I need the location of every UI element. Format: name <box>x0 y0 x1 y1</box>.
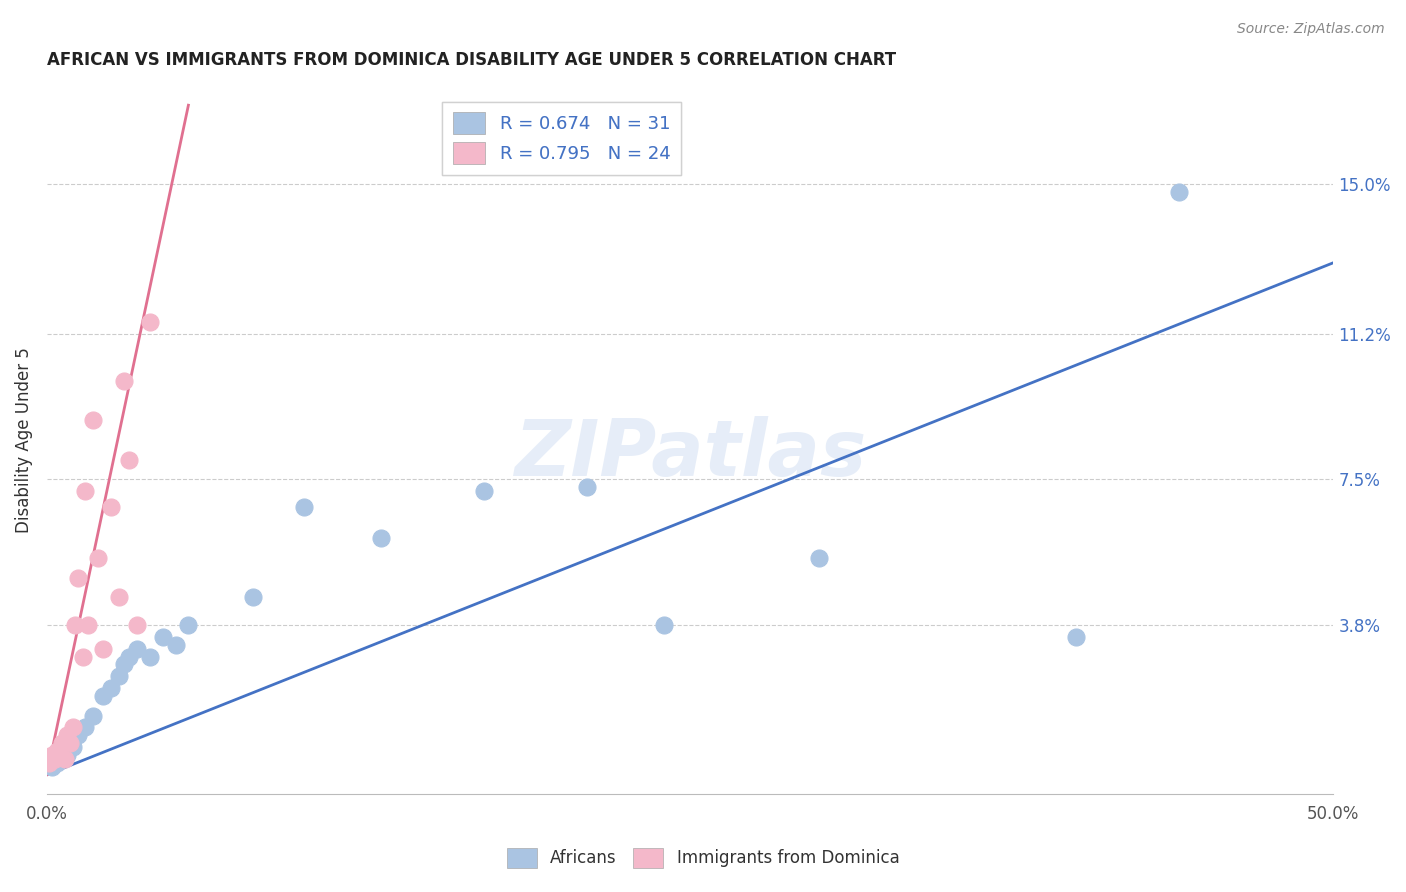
Point <box>77 618 100 632</box>
Point <box>75 484 97 499</box>
Point <box>53 744 76 758</box>
Point <box>112 657 135 672</box>
Point <box>93 641 115 656</box>
Point <box>56 728 79 742</box>
Point <box>63 618 86 632</box>
Point <box>75 720 97 734</box>
Text: AFRICAN VS IMMIGRANTS FROM DOMINICA DISABILITY AGE UNDER 5 CORRELATION CHART: AFRICAN VS IMMIGRANTS FROM DOMINICA DISA… <box>46 51 896 69</box>
Point <box>139 649 162 664</box>
Point <box>82 708 104 723</box>
Point <box>51 736 73 750</box>
Point <box>41 747 63 762</box>
Point <box>125 618 148 632</box>
Point <box>370 532 392 546</box>
Point <box>139 315 162 329</box>
Point <box>51 752 73 766</box>
Point <box>87 551 110 566</box>
Point <box>100 500 122 514</box>
Point <box>59 736 82 750</box>
Text: ZIPatlas: ZIPatlas <box>515 417 866 492</box>
Point <box>654 618 676 632</box>
Legend: R = 0.674   N = 31, R = 0.795   N = 24: R = 0.674 N = 31, R = 0.795 N = 24 <box>441 102 682 175</box>
Point <box>112 374 135 388</box>
Point <box>108 669 131 683</box>
Point <box>38 756 60 770</box>
Point <box>576 480 599 494</box>
Point <box>1168 185 1191 199</box>
Point <box>165 638 187 652</box>
Point <box>125 641 148 656</box>
Point <box>41 760 63 774</box>
Point <box>66 728 89 742</box>
Text: Source: ZipAtlas.com: Source: ZipAtlas.com <box>1237 22 1385 37</box>
Point <box>48 747 70 762</box>
Point <box>1064 630 1087 644</box>
Point <box>44 752 66 766</box>
Point <box>48 747 70 762</box>
Point <box>242 591 264 605</box>
Point <box>82 413 104 427</box>
Point <box>44 752 66 766</box>
Point <box>108 591 131 605</box>
Legend: Africans, Immigrants from Dominica: Africans, Immigrants from Dominica <box>501 841 905 875</box>
Point <box>472 484 495 499</box>
Point <box>59 736 82 750</box>
Point <box>56 747 79 762</box>
Point <box>177 618 200 632</box>
Point <box>72 649 94 664</box>
Point <box>46 756 69 770</box>
Point <box>807 551 830 566</box>
Point <box>62 740 84 755</box>
Point <box>93 689 115 703</box>
Point <box>292 500 315 514</box>
Point <box>100 681 122 695</box>
Point <box>46 744 69 758</box>
Point <box>53 752 76 766</box>
Y-axis label: Disability Age Under 5: Disability Age Under 5 <box>15 347 32 533</box>
Point <box>62 720 84 734</box>
Point <box>66 571 89 585</box>
Point <box>152 630 174 644</box>
Point <box>118 452 141 467</box>
Point <box>118 649 141 664</box>
